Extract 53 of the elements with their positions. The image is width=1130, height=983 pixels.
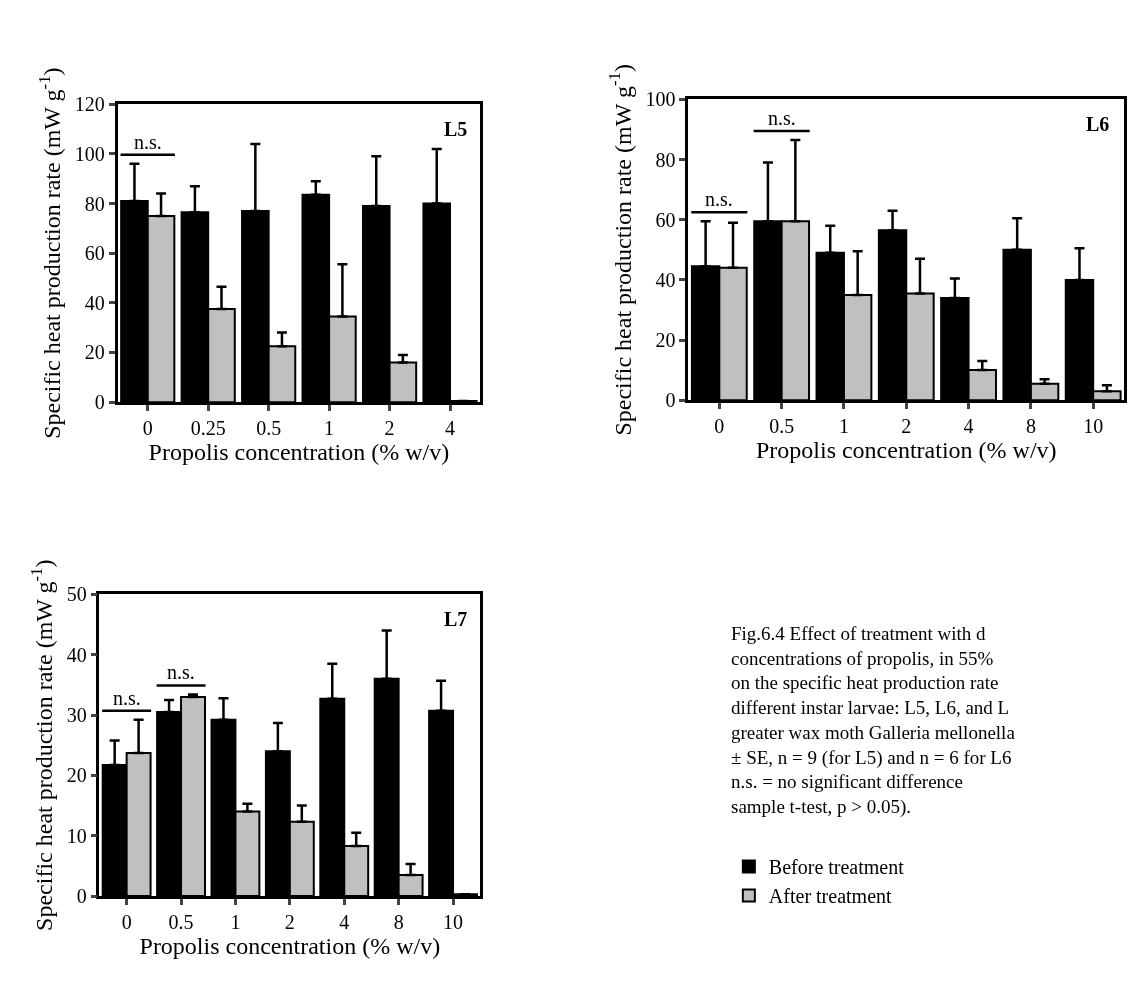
annotation: n.s. [705, 188, 733, 210]
x-tick-label: 2 [284, 910, 295, 933]
y-tick-label: 40 [66, 643, 87, 666]
annotation: n.s. [768, 107, 796, 129]
x-tick-label: 4 [445, 416, 456, 439]
y-tick-label: 60 [655, 208, 676, 231]
y-tick-label: 40 [84, 291, 105, 314]
y-tick-label: 0 [665, 389, 676, 412]
x-axis-title: Propolis concentration (% w/v) [139, 932, 441, 959]
y-tick-label: 80 [655, 148, 676, 171]
x-tick-label: 0 [714, 414, 725, 437]
y-tick-label: 0 [94, 391, 105, 414]
annotation: L5 [444, 118, 468, 140]
y-tick-label: 100 [74, 142, 105, 165]
x-tick-label: 0.5 [256, 416, 282, 439]
y-tick-label: 80 [84, 192, 105, 215]
x-tick-label: 1 [324, 416, 335, 439]
x-tick-label: 8 [393, 910, 404, 933]
y-tick-label: 10 [66, 824, 87, 847]
annotation: n.s. [167, 661, 195, 683]
x-tick-label: 0.5 [769, 414, 795, 437]
x-tick-label: 1 [230, 910, 241, 933]
y-tick-label: 30 [66, 704, 87, 727]
legend-label: After treatment [768, 885, 893, 908]
caption: Fig.6.4 Effect of treatment with d concentrations of propolis, in 55% on the specific heat production rate different instar larvae: L5, L6, and L greater wax moth Galleria mellonella ± SE, n = 9 (for L5) and n = 6 for L6 n.s. = no significant difference sample t-test, p > 0.05). [731, 623, 1016, 818]
x-tick-label: 0.5 [168, 910, 194, 933]
legend-label: Before treatment [768, 856, 905, 879]
y-tick-label: 40 [655, 268, 676, 291]
annotation: L7 [444, 608, 468, 630]
x-tick-label: 0 [121, 910, 132, 933]
y-tick-label: 50 [66, 583, 87, 606]
y-tick-label: 120 [74, 93, 105, 116]
x-tick-label: 0.25 [190, 416, 226, 439]
y-tick-label: 20 [84, 341, 105, 364]
annotation: n.s. [134, 131, 162, 153]
y-tick-label: 60 [84, 242, 105, 265]
x-tick-label: 0 [142, 416, 153, 439]
x-tick-label: 2 [384, 416, 395, 439]
x-axis-title: Propolis concentration (% w/v) [755, 436, 1057, 463]
x-tick-label: 8 [1025, 414, 1036, 437]
x-tick-label: 4 [963, 414, 974, 437]
y-tick-label: 100 [645, 88, 676, 111]
y-tick-label: 20 [655, 329, 676, 352]
x-tick-label: 4 [339, 910, 350, 933]
y-tick-label: 0 [76, 885, 87, 908]
annotation: L6 [1086, 113, 1110, 135]
y-tick-label: 20 [66, 764, 87, 787]
x-tick-label: 1 [838, 414, 849, 437]
x-tick-label: 2 [901, 414, 912, 437]
x-axis-title: Propolis concentration (% w/v) [148, 438, 450, 465]
x-tick-label: 10 [1083, 414, 1104, 437]
x-tick-label: 10 [443, 910, 464, 933]
annotation: n.s. [113, 687, 141, 709]
